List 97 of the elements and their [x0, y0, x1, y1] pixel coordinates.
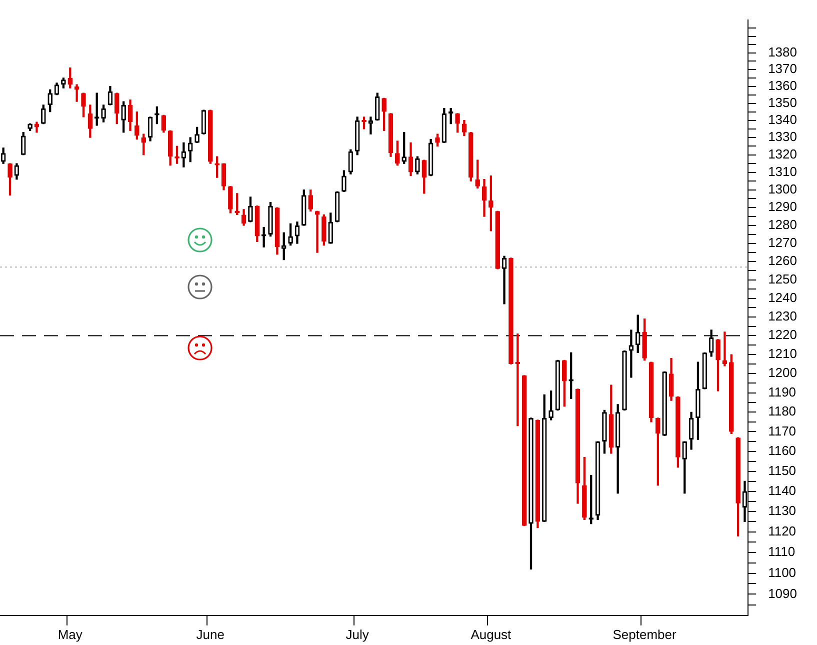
candlestick [402, 132, 406, 164]
candlestick [515, 333, 520, 426]
candlestick [281, 232, 286, 260]
candlestick [622, 350, 627, 411]
x-tick-label: May [58, 626, 83, 642]
y-tick-label: 1330 [768, 129, 797, 144]
candlestick [736, 437, 740, 536]
candlestick [642, 318, 647, 361]
candlestick [656, 418, 660, 486]
candlestick [328, 212, 334, 244]
candlestick [121, 101, 126, 133]
y-tick-label: 1300 [768, 181, 797, 196]
x-tick-label: August [470, 626, 512, 642]
y-tick-label: 1130 [768, 503, 796, 518]
candlestick [41, 104, 46, 124]
candlestick [20, 132, 26, 156]
candlestick [68, 68, 73, 88]
candlestick [161, 114, 166, 133]
candlestick [728, 354, 734, 434]
y-tick-label: 1120 [768, 524, 796, 539]
y-tick-label: 1090 [768, 586, 797, 601]
candlestick [248, 196, 253, 222]
y-tick-label: 1380 [768, 44, 797, 60]
candlestick [716, 339, 720, 392]
y-tick-label: 1110 [768, 544, 796, 560]
candlestick [488, 175, 494, 232]
candlestick [322, 214, 326, 246]
candlestick [528, 418, 534, 570]
candlestick [548, 390, 554, 420]
candlestick [682, 441, 688, 494]
candlestick [542, 394, 547, 522]
candlestick [582, 457, 587, 520]
y-tick-label: 1340 [768, 112, 797, 127]
candlestick [468, 132, 474, 182]
candlestick [422, 160, 427, 194]
candlestick [368, 116, 374, 134]
candlestick [81, 92, 86, 118]
candlestick [475, 160, 480, 188]
candlestick [628, 330, 634, 378]
candlestick [48, 89, 52, 112]
candlestick [61, 78, 66, 88]
candlestick [635, 314, 640, 353]
candlestick [194, 126, 200, 144]
x-tick-label: July [346, 626, 370, 642]
candlestick [114, 92, 120, 124]
candlestick [288, 223, 293, 246]
x-tick-label: June [196, 626, 224, 642]
y-tick-label: 1250 [768, 271, 797, 286]
y-tick-label: 1280 [768, 217, 797, 232]
y-tick-label: 1320 [768, 146, 797, 162]
candlestick [562, 360, 567, 407]
y-tick-label: 1310 [768, 164, 797, 179]
y-tick-label: 1190 [768, 384, 796, 400]
y-tick-label: 1150 [768, 462, 796, 478]
candlestick [101, 104, 106, 122]
candlestick [228, 186, 233, 214]
candlestick [188, 137, 193, 162]
candlestick [662, 371, 667, 436]
candlestick [435, 134, 440, 146]
candlestick [308, 190, 313, 212]
y-tick-label: 1240 [768, 290, 797, 305]
candlestick [141, 134, 146, 156]
candlestick [134, 111, 140, 140]
candlestick [722, 332, 728, 366]
candlestick [374, 92, 380, 121]
candlestick [395, 140, 400, 166]
candlestick [254, 206, 260, 242]
candlestick [696, 362, 700, 440]
candlestick [415, 156, 420, 174]
candlestick [455, 113, 460, 133]
y-tick-label: 1180 [768, 404, 796, 419]
y-tick-label: 1160 [768, 442, 796, 458]
candlestick [676, 396, 680, 468]
candlestick [208, 110, 213, 164]
y-tick-label: 1170 [768, 423, 796, 438]
candlestick [382, 98, 386, 131]
y-tick-label: 1360 [768, 78, 797, 93]
candlestick [508, 258, 514, 364]
y-tick-label: 1140 [768, 482, 796, 498]
y-tick-label: 1100 [768, 564, 796, 580]
y-tick-label: 1290 [768, 199, 797, 214]
candlestick [302, 190, 306, 226]
candlestick [268, 202, 273, 237]
y-tick-label: 1260 [768, 253, 797, 268]
candlestick [342, 170, 346, 192]
y-tick-label: 1270 [768, 235, 797, 250]
y-tick-label: 1210 [768, 346, 797, 362]
y-tick-label: 1350 [768, 94, 797, 110]
candlestick [28, 123, 32, 131]
x-tick-label: September [612, 626, 678, 642]
candlestick [495, 210, 500, 270]
y-tick-label: 1200 [768, 365, 797, 380]
y-tick-label: 1230 [768, 308, 797, 324]
candlestick [602, 410, 607, 454]
y-tick-label: 1220 [768, 327, 797, 342]
candlestick [8, 163, 12, 196]
y-tick-label: 1370 [768, 61, 797, 76]
